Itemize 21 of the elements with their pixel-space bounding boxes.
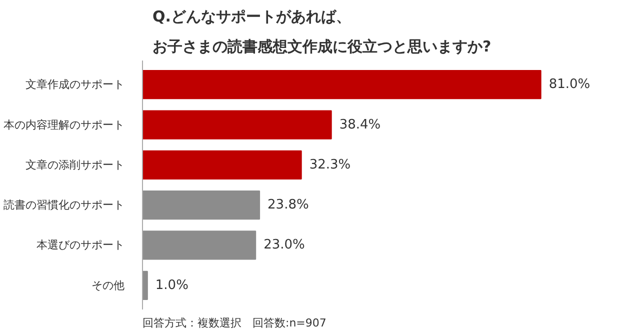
- text: 回答方式：複数選択 回答数:n=907: [142, 316, 326, 330]
- bar: [142, 70, 542, 100]
- y-tick-label: 読書の習慣化のサポート: [4, 198, 124, 212]
- data-label: 1.0%: [155, 278, 188, 293]
- data-label: 23.8%: [268, 198, 309, 213]
- bar: [142, 150, 302, 180]
- y-tick-label: 文章の添削サポート: [26, 158, 124, 172]
- chart-subtitle: お子さまの読書感想文作成に役立つと思いますか?: [152, 38, 492, 56]
- y-tick-label: 文章作成のサポート: [26, 78, 124, 92]
- data-label: 38.4%: [339, 117, 381, 132]
- y-tick-label: 本の内容理解のサポート: [4, 118, 124, 132]
- bar: [142, 270, 148, 300]
- y-tick-label: 本選びのサポート: [36, 238, 124, 252]
- chart-title: Q.どんなサポートがあれば、: [152, 8, 351, 26]
- bar: [142, 190, 260, 220]
- data-label: 32.3%: [309, 157, 351, 172]
- bar: [142, 230, 256, 260]
- data-label: 23.0%: [264, 238, 305, 253]
- y-tick-label: その他: [92, 278, 124, 292]
- data-label: 81.0%: [548, 77, 590, 92]
- bar: [142, 110, 332, 140]
